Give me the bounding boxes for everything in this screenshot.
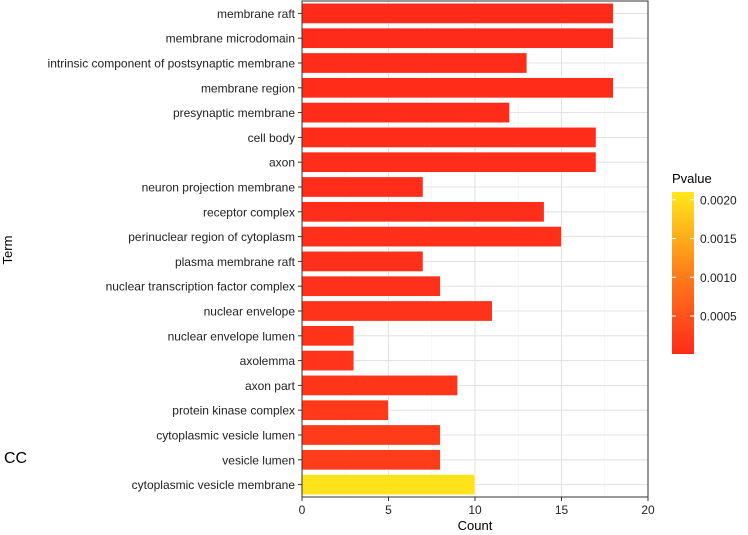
legend-tick-label: 0.0005 [700,310,737,324]
term-label: protein kinase complex [172,404,295,418]
legend-tick-label: 0.0015 [700,232,737,246]
bar [301,374,458,396]
bar [301,2,614,24]
x-axis: 0 5 10 15 20 [299,497,655,517]
legend-colorbar [672,192,694,354]
bar [301,424,441,446]
term-label: membrane region [201,81,295,95]
term-label: cell body [248,131,295,145]
bar [301,474,476,496]
bar [301,176,424,198]
term-label: perinuclear region of cytoplasm [128,230,295,244]
term-label: cytoplasmic vesicle lumen [156,429,295,443]
term-label: axon part [245,379,296,393]
x-tick-label: 20 [641,503,655,517]
term-label: neuron projection membrane [142,181,296,195]
y-axis-title: Term [0,236,15,265]
term-label: nuclear envelope [204,305,296,319]
term-label: membrane raft [217,7,296,21]
panel-border [301,0,649,498]
term-label: cytoplasmic vesicle membrane [132,478,296,492]
bar [301,126,597,148]
bar [301,52,528,74]
legend-title: Pvalue [672,171,712,186]
term-label: intrinsic component of postsynaptic memb… [48,57,296,71]
term-label: axolemma [240,354,296,368]
term-labels: membrane raft membrane microdomain intrins… [48,7,302,492]
x-tick-label: 15 [555,503,569,517]
bar [301,325,355,347]
panel-label: CC [4,450,28,467]
term-label: receptor complex [203,205,295,219]
term-label: nuclear transcription factor complex [106,280,295,294]
term-label: axon [269,156,295,170]
grid-lines [301,1,649,497]
bar [301,226,562,248]
x-tick-label: 0 [299,503,306,517]
term-label: nuclear envelope lumen [168,329,295,343]
legend-tick-label: 0.0020 [700,193,737,207]
bar [301,399,389,421]
bar [301,300,493,322]
term-label: presynaptic membrane [173,106,295,120]
term-label: membrane microdomain [166,32,295,46]
pvalue-legend: Pvalue 0.0020 0.0015 0.0010 0.0005 [672,171,737,354]
x-tick-label: 5 [385,503,392,517]
bar [301,275,441,297]
bar [301,201,545,223]
bar [301,151,597,173]
bar [301,449,441,471]
x-axis-title: Count [458,518,493,533]
bar [301,102,510,124]
legend-tick-label: 0.0010 [700,271,737,285]
term-label: vesicle lumen [222,453,295,467]
bar [301,77,614,99]
bar [301,350,355,372]
x-tick-label: 10 [468,503,482,517]
bar [301,250,424,272]
term-label: plasma membrane raft [175,255,296,269]
bars [301,2,614,496]
bar [301,27,614,49]
